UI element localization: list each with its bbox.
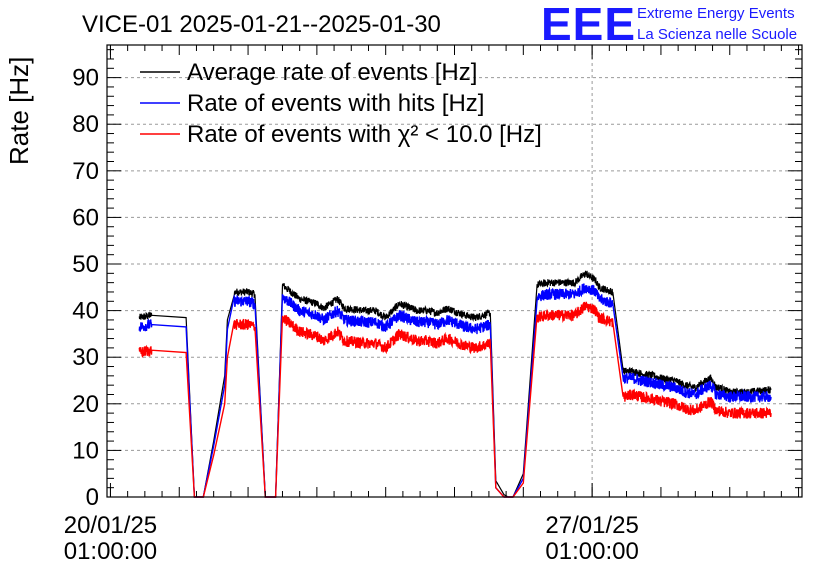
- y-tick-label: 60: [72, 204, 99, 231]
- y-tick-label: 10: [72, 437, 99, 464]
- y-tick-label: 50: [72, 251, 99, 278]
- logo-mark: EEE: [541, 0, 636, 50]
- logo-line1: Extreme Energy Events: [637, 5, 795, 22]
- legend: Average rate of events [Hz] Rate of event…: [140, 59, 542, 148]
- y-tick-label: 90: [72, 65, 99, 92]
- x-tick-time: 01:00:00: [64, 538, 157, 565]
- y-tick-label: 40: [72, 298, 99, 325]
- y-axis-label: Rate [Hz]: [4, 57, 34, 165]
- series-line-1: [138, 270, 772, 498]
- axes: 010203040506070809020/01/2501:00:0027/01…: [64, 45, 802, 565]
- y-tick-label: 20: [72, 391, 99, 418]
- y-tick-label: 70: [72, 158, 99, 185]
- chart-title: VICE-01 2025-01-21--2025-01-30: [82, 11, 441, 38]
- x-tick-date: 20/01/25: [64, 512, 157, 539]
- y-tick-label: 80: [72, 111, 99, 138]
- x-tick-time: 01:00:00: [545, 538, 638, 565]
- y-tick-label: 0: [86, 484, 99, 511]
- eee-logo: EEE Extreme Energy Events La Scienza nel…: [541, 0, 797, 50]
- y-tick-label: 30: [72, 344, 99, 371]
- x-tick-date: 27/01/25: [545, 512, 638, 539]
- series-layer: [138, 270, 772, 498]
- legend-label-2: Rate of events with hits [Hz]: [187, 90, 484, 117]
- grid: [107, 45, 802, 497]
- logo-line2: La Scienza nelle Scuole: [637, 26, 797, 43]
- series-line-2: [138, 283, 772, 498]
- legend-label-3: Rate of events with χ² < 10.0 [Hz]: [187, 121, 542, 148]
- legend-label-1: Average rate of events [Hz]: [187, 59, 477, 86]
- series-line-3: [138, 301, 772, 498]
